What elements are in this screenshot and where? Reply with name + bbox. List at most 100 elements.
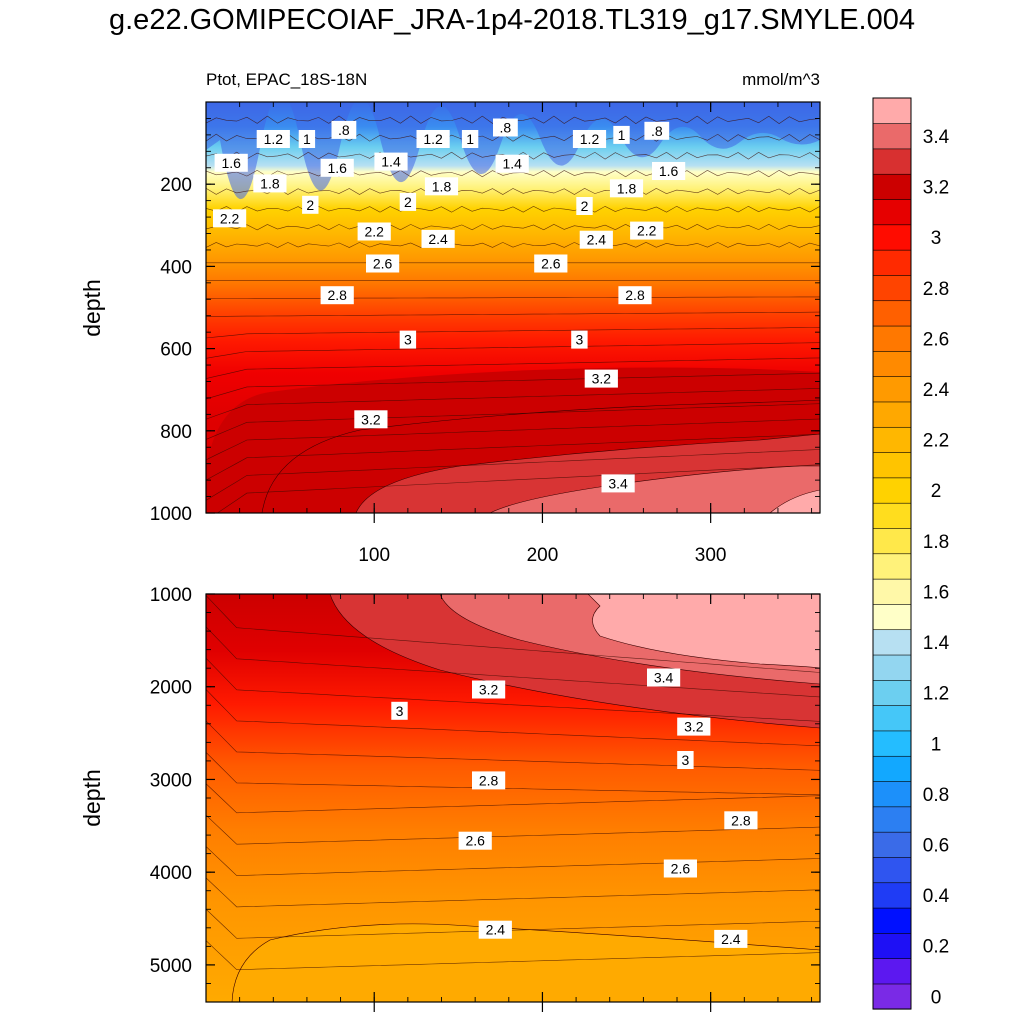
contour-label: 3.2 <box>354 410 388 429</box>
colorbar-swatch <box>872 477 912 504</box>
contour-label: 3 <box>399 330 417 349</box>
upper-contour-labels: 1.2 1.81.6 1.6 1.41.81.2 1.81.41.2 1.81.61.82… <box>213 118 686 493</box>
lower-panel: 3.2 3 3.4 3.2 3 2.8 2.8 2.6 2.6 2.4 2.4 1000 2000 30… <box>79 585 821 1012</box>
colorbar-swatch <box>872 198 912 226</box>
contour-line <box>216 464 820 513</box>
contour-line <box>206 449 820 501</box>
colorbar-swatch <box>872 755 912 782</box>
colorbar-swatch <box>872 882 912 909</box>
contour-line <box>206 403 820 440</box>
y-tick-label: 400 <box>160 257 192 278</box>
colorbar-tick-label: 3.4 <box>923 127 950 148</box>
y-tick-label: 800 <box>160 422 192 443</box>
colorbar-swatch <box>872 705 912 732</box>
contour-label: 2.8 <box>724 811 758 830</box>
contour-line <box>206 908 820 939</box>
colorbar-tick-label: 2.2 <box>923 431 949 452</box>
contour-label: 2.4 <box>421 229 455 248</box>
contour-line <box>206 783 820 814</box>
svg-text:1.2: 1.2 <box>580 131 600 147</box>
colorbar-swatch <box>872 907 912 934</box>
svg-text:2.4: 2.4 <box>486 922 506 938</box>
colorbar-swatch <box>872 831 912 858</box>
contour-line <box>206 752 820 796</box>
contour-line <box>206 223 820 231</box>
contour-label: 1.4 <box>495 154 529 173</box>
colorbar-swatch <box>872 325 912 352</box>
contour-label: 2.6 <box>366 254 400 273</box>
contour-label: 2 <box>576 197 593 215</box>
contour-label: 2.8 <box>472 771 506 790</box>
contour-line <box>206 433 820 481</box>
contour-label: 3.4 <box>647 668 681 687</box>
contour-line <box>206 296 820 299</box>
colorbar-swatch <box>872 856 912 884</box>
svg-text:2.8: 2.8 <box>479 772 499 788</box>
colorbar-swatch <box>872 123 912 150</box>
colorbar-swatch <box>872 224 912 251</box>
lower-contour-lines <box>206 595 820 971</box>
colorbar-tick-label: 0.6 <box>923 836 949 857</box>
contour-line <box>206 940 820 971</box>
contour-line <box>206 311 820 317</box>
contour-label: 1.6 <box>214 153 248 172</box>
svg-text:1: 1 <box>466 131 474 147</box>
contour-label: 2.6 <box>663 859 697 878</box>
contour-line <box>206 846 820 876</box>
svg-text:1.8: 1.8 <box>260 175 280 191</box>
x-tick-label: 100 <box>358 545 390 566</box>
contour-line <box>206 187 820 195</box>
colorbar-tick-label: 0.2 <box>923 937 949 958</box>
colorbar-swatch <box>872 932 912 959</box>
colorbar-tick-label: 1.6 <box>923 583 949 604</box>
colorbar-swatch <box>872 553 912 580</box>
svg-text:3.4: 3.4 <box>654 670 674 686</box>
svg-text:1.2: 1.2 <box>423 131 443 147</box>
x-tick-label: 300 <box>695 545 727 566</box>
contour-label: 3.2 <box>472 680 506 699</box>
svg-text:1: 1 <box>618 127 626 143</box>
contour-label: 3.2 <box>584 369 618 388</box>
contour-label: 2.6 <box>534 254 568 273</box>
lower-y-axis-label: depth <box>79 769 105 827</box>
svg-text:2.8: 2.8 <box>327 287 347 303</box>
colorbar-swatch <box>872 502 912 529</box>
contour-label: 1.6 <box>320 158 354 177</box>
colorbar-tick-label: 3 <box>931 228 942 249</box>
svg-text:1.6: 1.6 <box>659 163 679 179</box>
contour-line <box>206 595 820 673</box>
colorbar-swatch <box>872 983 912 1010</box>
svg-text:3: 3 <box>576 332 584 348</box>
y-tick-label: 4000 <box>150 863 192 884</box>
y-tick-label: 2000 <box>150 678 192 699</box>
contour-line <box>206 327 820 339</box>
svg-text:2.6: 2.6 <box>373 256 393 272</box>
contour-label: 1.8 <box>253 174 287 193</box>
contour-line <box>206 418 820 461</box>
units-label: mmol/m^3 <box>742 70 820 89</box>
colorbar-tick-label: 3.2 <box>923 178 949 199</box>
colorbar-swatch <box>872 629 912 656</box>
svg-text:3.2: 3.2 <box>592 371 612 387</box>
contour-line <box>206 357 820 379</box>
svg-text:.8: .8 <box>500 120 512 136</box>
svg-text:1.6: 1.6 <box>327 160 347 176</box>
svg-text:2.6: 2.6 <box>465 833 485 849</box>
contour-label: 2.8 <box>618 286 652 305</box>
contour-label: 2.2 <box>357 222 391 241</box>
svg-text:1.6: 1.6 <box>221 155 241 171</box>
contour-label: 1.6 <box>652 162 686 180</box>
svg-text:2.4: 2.4 <box>428 231 448 247</box>
contour-label: 1.4 <box>374 152 408 171</box>
contour-label: 1.8 <box>424 177 459 196</box>
x-tick-label: 200 <box>527 545 559 566</box>
svg-text:3: 3 <box>682 752 690 768</box>
colorbar-tick-label: 1.2 <box>923 684 949 705</box>
colorbar-swatch <box>872 274 912 302</box>
colorbar-tick-label: 0.4 <box>923 886 950 907</box>
colorbar-swatch <box>872 401 912 428</box>
colorbar-tick-label: 0.8 <box>923 785 949 806</box>
colorbar-swatch <box>872 806 912 833</box>
colorbar-swatch <box>872 300 912 327</box>
contour-label: 3.4 <box>601 474 635 493</box>
